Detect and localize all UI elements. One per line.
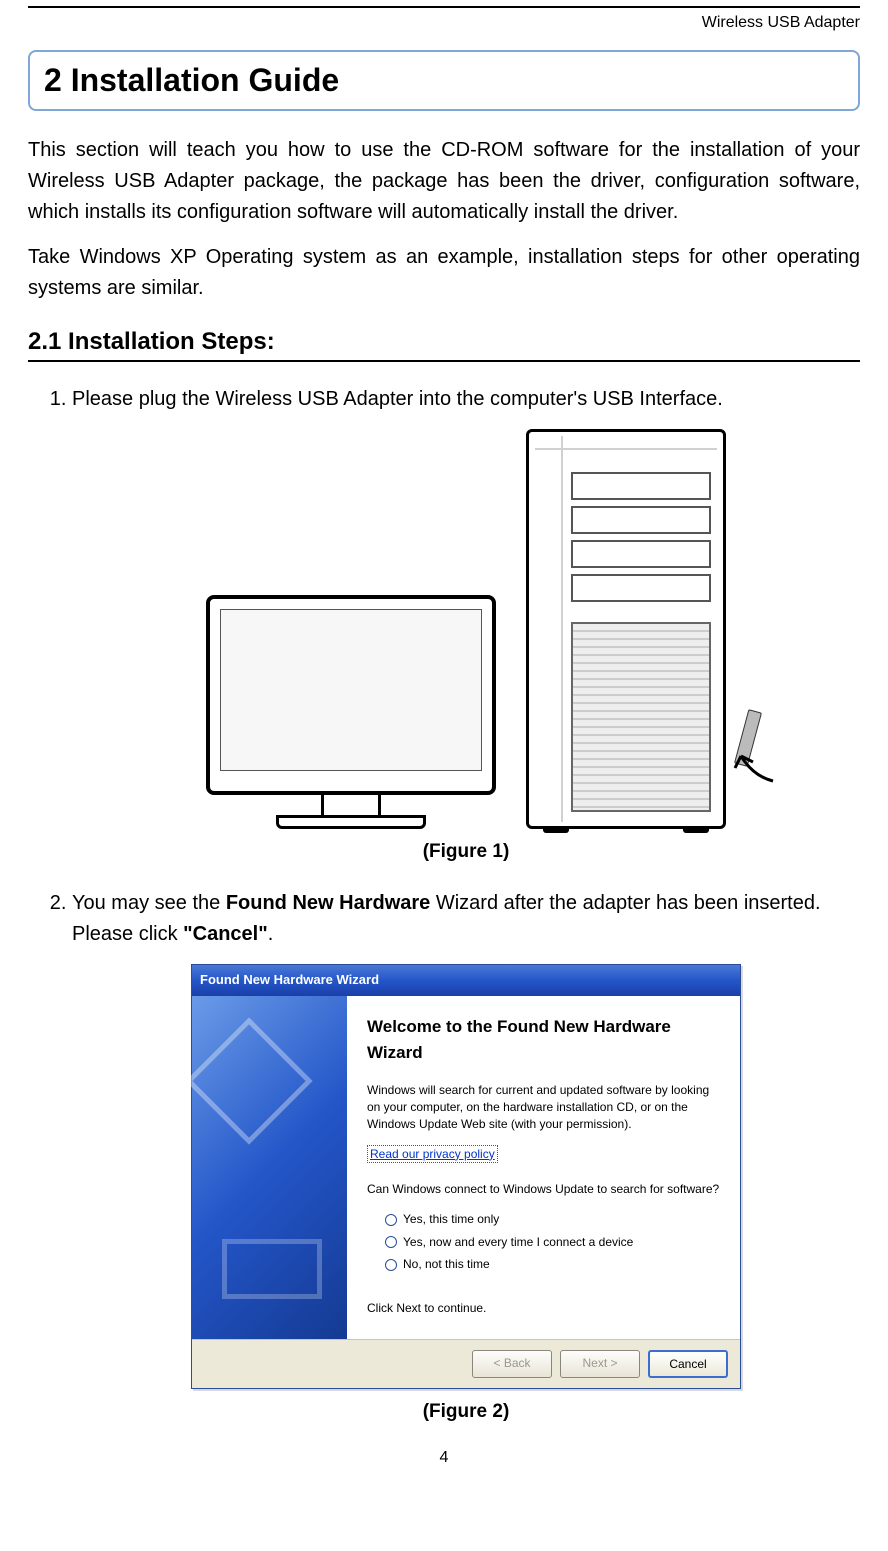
computer-illustration xyxy=(206,429,726,829)
wizard-side-deco-1 xyxy=(185,1017,312,1144)
drive-bay-3 xyxy=(571,540,711,568)
chapter-title-box: 2 Installation Guide xyxy=(28,50,860,111)
wizard-privacy-link[interactable]: Read our privacy policy xyxy=(370,1147,495,1161)
step-2-pre: You may see the xyxy=(72,892,226,914)
figure-1-wrap xyxy=(72,429,860,829)
wizard-option-2[interactable]: Yes, now and every time I connect a devi… xyxy=(385,1233,720,1252)
radio-icon xyxy=(385,1236,397,1248)
steps-list: Please plug the Wireless USB Adapter int… xyxy=(28,384,860,1427)
figure-1-caption: (Figure 1) xyxy=(72,837,860,866)
next-button: Next > xyxy=(560,1350,640,1379)
step-1: Please plug the Wireless USB Adapter int… xyxy=(72,384,860,866)
tower-icon xyxy=(526,429,726,829)
back-button: < Back xyxy=(472,1350,552,1379)
figure-2-caption: (Figure 2) xyxy=(72,1397,860,1426)
wizard-side-graphic xyxy=(192,996,347,1339)
wizard-question: Can Windows connect to Windows Update to… xyxy=(367,1181,720,1198)
wizard-option-3-label: No, not this time xyxy=(403,1255,490,1274)
section-heading: 2.1 Installation Steps: xyxy=(28,328,860,362)
figure-2-wrap: Found New Hardware Wizard Welcome to the… xyxy=(72,964,860,1389)
monitor-stand-base xyxy=(276,815,426,829)
wizard-body: Welcome to the Found New Hardware Wizard… xyxy=(192,996,740,1339)
chapter-title: 2 Installation Guide xyxy=(44,62,844,99)
wizard-continue-text: Click Next to continue. xyxy=(367,1300,720,1317)
monitor-screen xyxy=(220,609,482,771)
monitor-icon xyxy=(206,595,496,829)
cancel-button[interactable]: Cancel xyxy=(648,1350,728,1379)
radio-icon xyxy=(385,1214,397,1226)
header-product: Wireless USB Adapter xyxy=(28,6,860,50)
tower-foot-left xyxy=(543,826,569,833)
wizard-button-row: < Back Next > Cancel xyxy=(192,1339,740,1389)
tower-foot-right xyxy=(683,826,709,833)
step-1-text: Please plug the Wireless USB Adapter int… xyxy=(72,388,723,410)
wizard-option-1[interactable]: Yes, this time only xyxy=(385,1210,720,1229)
intro-paragraph-1: This section will teach you how to use t… xyxy=(28,135,860,228)
monitor-frame xyxy=(206,595,496,795)
intro-paragraph-2: Take Windows XP Operating system as an e… xyxy=(28,242,860,304)
step-2-post: . xyxy=(268,923,274,945)
drive-bay-1 xyxy=(571,472,711,500)
insert-arrow-icon xyxy=(723,736,783,786)
wizard-description: Windows will search for current and upda… xyxy=(367,1082,720,1132)
wizard-titlebar: Found New Hardware Wizard xyxy=(192,965,740,995)
radio-icon xyxy=(385,1259,397,1271)
step-2-bold-2: "Cancel" xyxy=(183,923,268,945)
drive-bay-2 xyxy=(571,506,711,534)
intro-block: This section will teach you how to use t… xyxy=(28,135,860,304)
wizard-option-3[interactable]: No, not this time xyxy=(385,1255,720,1274)
step-2: You may see the Found New Hardware Wizar… xyxy=(72,888,860,1426)
wizard-heading: Welcome to the Found New Hardware Wizard xyxy=(367,1014,720,1067)
wizard-side-deco-2 xyxy=(222,1239,322,1299)
wizard-option-1-label: Yes, this time only xyxy=(403,1210,499,1229)
step-2-bold-1: Found New Hardware xyxy=(226,892,430,914)
front-grill xyxy=(571,622,711,812)
page-number: 4 xyxy=(28,1449,860,1467)
wizard-option-2-label: Yes, now and every time I connect a devi… xyxy=(403,1233,633,1252)
wizard-dialog: Found New Hardware Wizard Welcome to the… xyxy=(191,964,741,1389)
drive-bay-4 xyxy=(571,574,711,602)
wizard-main-panel: Welcome to the Found New Hardware Wizard… xyxy=(347,996,740,1339)
